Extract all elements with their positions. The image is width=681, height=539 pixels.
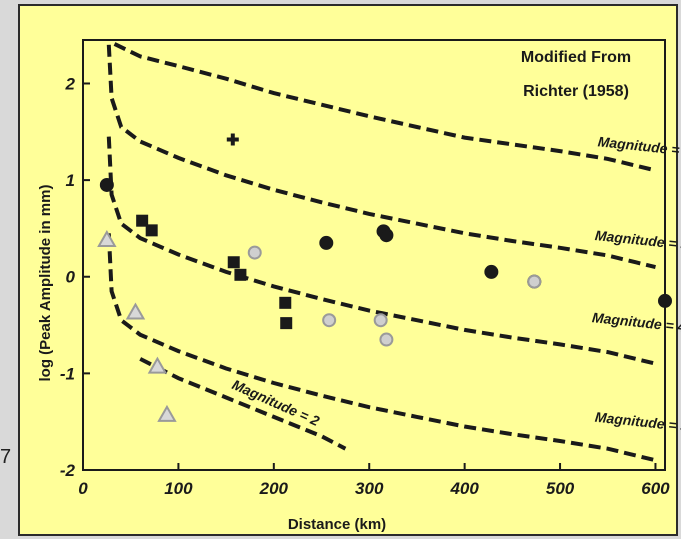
x-tick-label: 600 [641, 479, 670, 498]
circle-marker [379, 228, 394, 243]
x-tick-label: 0 [78, 479, 88, 498]
plus-marker [226, 133, 239, 146]
triangle-marker [97, 230, 117, 248]
data-markers [97, 133, 672, 422]
square-marker [227, 256, 240, 269]
plot-axes: 0 100 200 300 400 500 600 2 1 0 -1 -2 [60, 39, 670, 498]
y-tick-label: 1 [66, 171, 75, 190]
magnitude-curve [106, 136, 656, 366]
y-tick-label: 0 [66, 268, 76, 287]
credit-line-1: Modified From [521, 49, 631, 66]
plot-border [82, 39, 666, 471]
x-axis-label: Distance (km) [288, 516, 386, 533]
circle-marker [99, 177, 114, 192]
y-axis-label: log (Peak Amplitude in mm) [37, 185, 54, 382]
circle-marker [379, 332, 394, 347]
square-marker [145, 224, 158, 237]
circle-marker [322, 313, 337, 328]
y-tick-label: -1 [60, 364, 75, 383]
triangle-marker [147, 356, 168, 374]
magnitude-curve-label: Magnitude = 5 [594, 227, 681, 253]
magnitude-curve [139, 357, 347, 451]
credit-line-2: Richter (1958) [523, 83, 629, 100]
x-tick-label: 200 [259, 479, 289, 498]
square-marker [279, 296, 292, 309]
square-marker [280, 317, 293, 330]
circle-marker [247, 245, 262, 260]
y-tick-label: -2 [60, 461, 76, 480]
clipped-text-fragment: 7 [0, 446, 12, 468]
magnitude-curve-label: Magnitude = 4 [591, 309, 681, 335]
chart-labels: Modified From Richter (1958) Distance (k… [37, 49, 631, 533]
circle-marker [484, 264, 499, 279]
x-tick-label: 300 [355, 479, 384, 498]
chart-frame [18, 4, 678, 536]
circle-marker [373, 313, 388, 328]
circle-marker [319, 235, 334, 250]
magnitude-curve-label: Magnitude = 3 [594, 409, 681, 435]
magnitude-curve-label: Magnitude = 6 [597, 133, 681, 159]
magnitude-curves: Magnitude = 6 Magnitude = 5 Magnitude = 4 M… [106, 42, 681, 463]
magnitude-curve [113, 42, 656, 173]
x-tick-label: 500 [546, 479, 575, 498]
triangle-marker [125, 302, 146, 320]
circle-marker [527, 274, 542, 289]
square-marker [234, 268, 247, 281]
magnitude-curve [106, 233, 656, 463]
triangle-marker [157, 404, 177, 422]
circle-marker [658, 293, 672, 308]
square-marker [136, 214, 149, 227]
x-tick-label: 400 [449, 479, 479, 498]
x-tick-label: 100 [164, 479, 193, 498]
magnitude-curve [106, 44, 656, 270]
y-tick-label: 2 [65, 74, 76, 93]
